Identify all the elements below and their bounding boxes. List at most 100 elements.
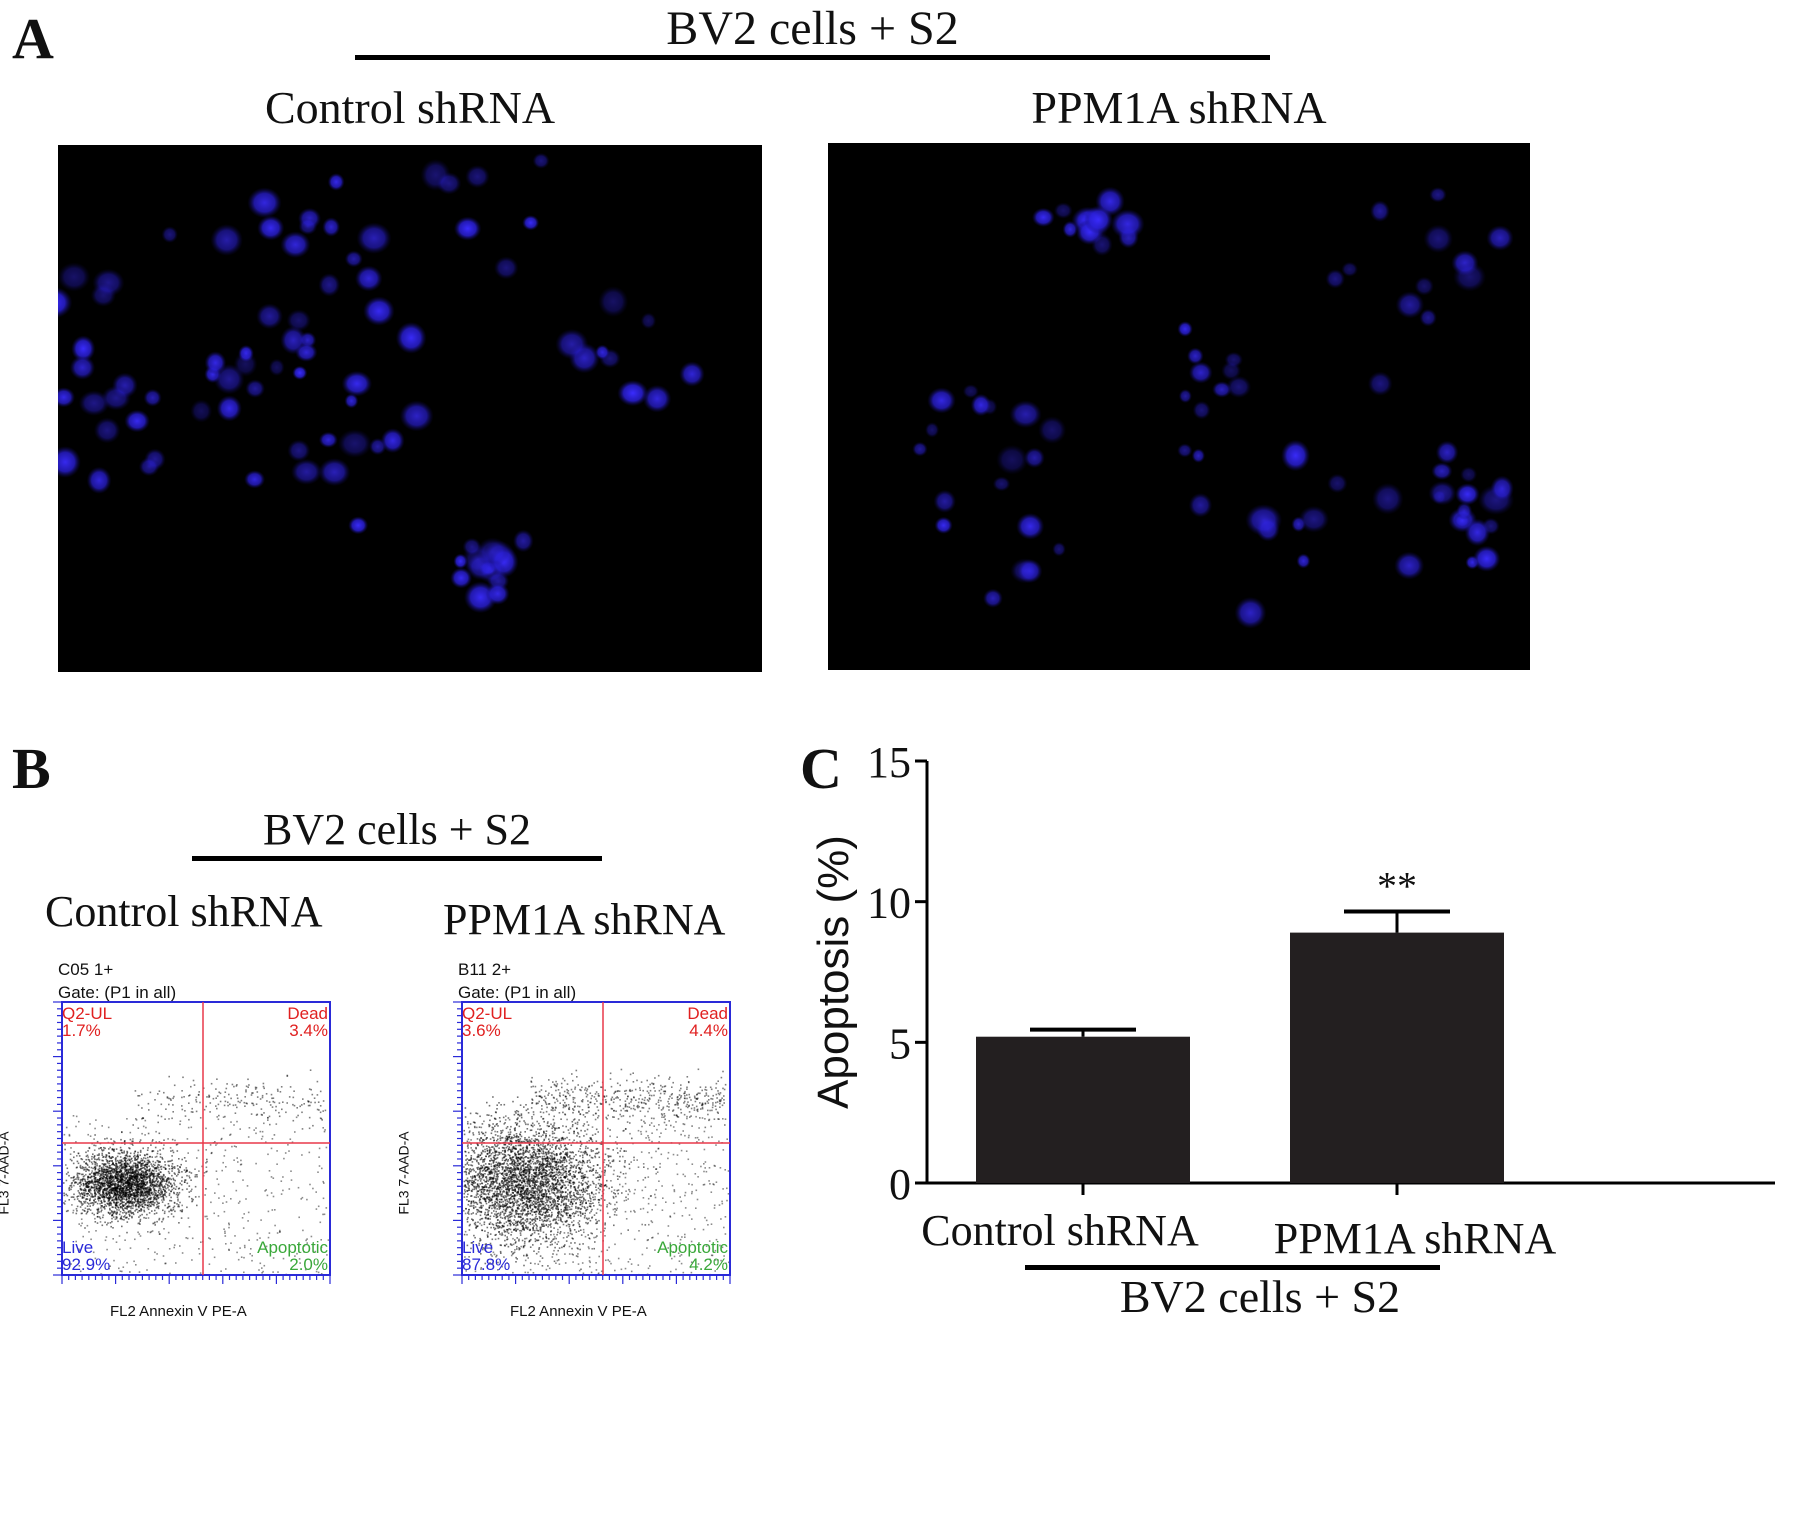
event-dot (82, 1173, 84, 1176)
event-dot (519, 1232, 522, 1234)
event-dot (547, 1188, 549, 1191)
event-dot (577, 1197, 580, 1199)
event-dot (272, 1257, 275, 1259)
event-dot (608, 1202, 611, 1204)
event-dot (160, 1177, 162, 1180)
event-dot (85, 1184, 88, 1186)
event-dot (179, 1209, 182, 1212)
event-dot (282, 1189, 284, 1192)
event-dot (136, 1186, 138, 1188)
event-dot (592, 1165, 595, 1167)
event-dot (317, 1271, 320, 1274)
nucleus (1062, 220, 1078, 238)
event-dot (128, 1192, 130, 1194)
event-dot (135, 1178, 138, 1181)
event-dot (565, 1159, 567, 1161)
event-dot (272, 1271, 274, 1273)
nucleus (380, 428, 405, 454)
event-dot (282, 1257, 285, 1260)
event-dot (103, 1185, 105, 1187)
event-dot (103, 1163, 105, 1165)
event-dot (158, 1090, 161, 1092)
event-dot (134, 1157, 136, 1160)
event-dot (75, 1115, 78, 1118)
event-dot (143, 1209, 145, 1212)
event-dot (169, 1209, 172, 1212)
event-dot (512, 1175, 515, 1178)
event-dot (166, 1183, 169, 1186)
event-dot (557, 1140, 559, 1142)
event-dot (148, 1180, 151, 1182)
event-dot (143, 1195, 145, 1197)
event-dot (198, 1195, 200, 1198)
event-dot (87, 1158, 90, 1161)
event-dot (221, 1137, 223, 1140)
event-dot (464, 1191, 467, 1193)
event-dot (102, 1177, 104, 1179)
event-dot (123, 1198, 126, 1200)
event-dot (509, 1137, 511, 1140)
event-dot (199, 1117, 202, 1119)
event-dot (537, 1156, 539, 1159)
event-dot (138, 1233, 141, 1235)
event-dot (98, 1197, 101, 1199)
event-dot (142, 1193, 145, 1195)
event-dot (121, 1196, 123, 1199)
event-dot (501, 1180, 503, 1182)
nucleus (1010, 558, 1040, 584)
event-dot (114, 1193, 116, 1195)
event-dot (142, 1117, 145, 1120)
event-dot (96, 1188, 99, 1190)
event-dot (119, 1195, 122, 1197)
event-dot (142, 1174, 144, 1177)
nucleus (522, 215, 540, 231)
event-dot (117, 1159, 119, 1162)
event-dot (135, 1184, 137, 1187)
event-dot (101, 1125, 103, 1127)
event-dot (97, 1195, 100, 1198)
event-dot (532, 1182, 534, 1184)
event-dot (124, 1207, 127, 1210)
event-dot (158, 1141, 161, 1143)
event-dot (243, 1256, 245, 1259)
event-dot (131, 1216, 133, 1219)
event-dot (523, 1254, 525, 1257)
event-dot (250, 1248, 252, 1250)
event-dot (104, 1208, 106, 1210)
event-dot (136, 1180, 138, 1183)
event-dot (534, 1186, 536, 1188)
event-dot (539, 1168, 541, 1171)
event-dot (278, 1115, 281, 1118)
event-dot (129, 1210, 132, 1212)
event-dot (247, 1211, 250, 1214)
event-dot (116, 1204, 118, 1207)
event-dot (543, 1217, 546, 1219)
event-dot (522, 1140, 525, 1143)
event-dot (552, 1238, 554, 1241)
event-dot (84, 1168, 86, 1171)
event-dot (150, 1174, 153, 1177)
event-dot (562, 1138, 565, 1141)
event-dot (598, 1191, 600, 1194)
event-dot (128, 1198, 131, 1200)
event-dot (519, 1215, 522, 1218)
event-dot (483, 1193, 485, 1195)
event-dot (292, 1103, 294, 1106)
event-dot (542, 1193, 544, 1195)
event-dot (153, 1191, 155, 1193)
event-dot (120, 1199, 123, 1201)
event-dot (140, 1186, 142, 1188)
event-dot (124, 1179, 126, 1181)
event-dot (146, 1269, 148, 1271)
event-dot (158, 1173, 160, 1176)
event-dot (162, 1217, 165, 1220)
event-dot (128, 1169, 130, 1171)
event-dot (115, 1213, 118, 1216)
event-dot (290, 1179, 293, 1181)
event-dot (235, 1189, 238, 1192)
event-dot (204, 1194, 206, 1196)
event-dot (134, 1192, 136, 1195)
event-dot (530, 1166, 533, 1169)
event-dot (73, 1151, 75, 1153)
event-dot (562, 1172, 564, 1174)
